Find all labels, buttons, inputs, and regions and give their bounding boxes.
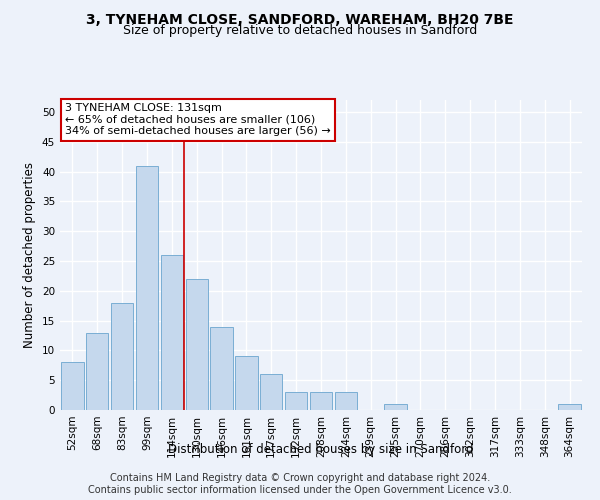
Bar [285,392,307,410]
Bar [185,279,208,410]
Y-axis label: Number of detached properties: Number of detached properties [23,162,37,348]
Bar [260,374,283,410]
Bar [111,302,133,410]
Text: Distribution of detached houses by size in Sandford: Distribution of detached houses by size … [168,442,474,456]
Bar [235,356,257,410]
Bar [335,392,357,410]
Bar [211,326,233,410]
Text: Size of property relative to detached houses in Sandford: Size of property relative to detached ho… [123,24,477,37]
Text: Contains HM Land Registry data © Crown copyright and database right 2024.
Contai: Contains HM Land Registry data © Crown c… [88,474,512,495]
Bar [61,362,83,410]
Bar [136,166,158,410]
Bar [86,332,109,410]
Bar [310,392,332,410]
Bar [559,404,581,410]
Bar [161,255,183,410]
Text: 3, TYNEHAM CLOSE, SANDFORD, WAREHAM, BH20 7BE: 3, TYNEHAM CLOSE, SANDFORD, WAREHAM, BH2… [86,12,514,26]
Text: 3 TYNEHAM CLOSE: 131sqm
← 65% of detached houses are smaller (106)
34% of semi-d: 3 TYNEHAM CLOSE: 131sqm ← 65% of detache… [65,103,331,136]
Bar [385,404,407,410]
